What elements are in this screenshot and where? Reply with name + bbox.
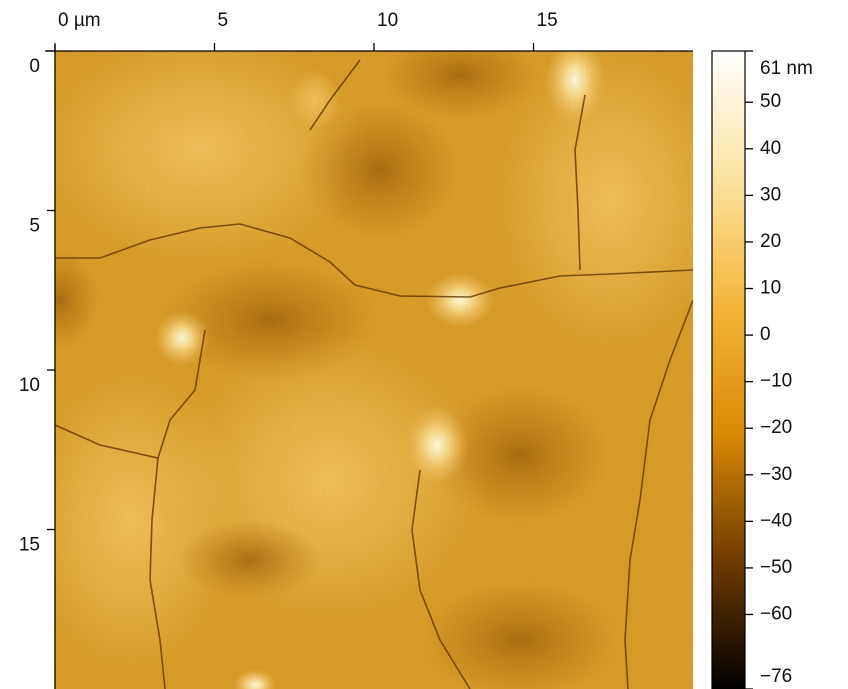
colorbar-tick-label: −76	[760, 666, 792, 687]
x-tick-label: 10	[377, 10, 398, 31]
colorbar-tick-label: 40	[760, 138, 781, 159]
colorbar-tick-label: 0	[760, 324, 771, 345]
colorbar	[711, 50, 746, 689]
colorbar-tick-label: 30	[760, 184, 781, 205]
colorbar-tick-label: −10	[760, 371, 792, 392]
colorbar-tick-label: −40	[760, 510, 792, 531]
colorbar-tick-label: −60	[760, 604, 792, 625]
x-tick-label: 15	[537, 10, 558, 31]
colorbar-tick-label: −20	[760, 417, 792, 438]
x-tick-label: 5	[218, 10, 229, 31]
y-tick-label: 10	[19, 375, 40, 396]
y-tick-label: 15	[19, 535, 40, 556]
colorbar-tick-label: 50	[760, 91, 781, 112]
y-tick-label: 0	[29, 56, 40, 77]
y-tick-label: 5	[29, 216, 40, 237]
afm-image	[55, 51, 693, 689]
colorbar-tick-label: 61 nm	[760, 58, 813, 79]
x-tick-label: 0 µm	[58, 10, 101, 31]
colorbar-tick-label: 20	[760, 231, 781, 252]
colorbar-tick-label: 10	[760, 278, 781, 299]
colorbar-tick-label: −30	[760, 464, 792, 485]
colorbar-tick-label: −50	[760, 557, 792, 578]
